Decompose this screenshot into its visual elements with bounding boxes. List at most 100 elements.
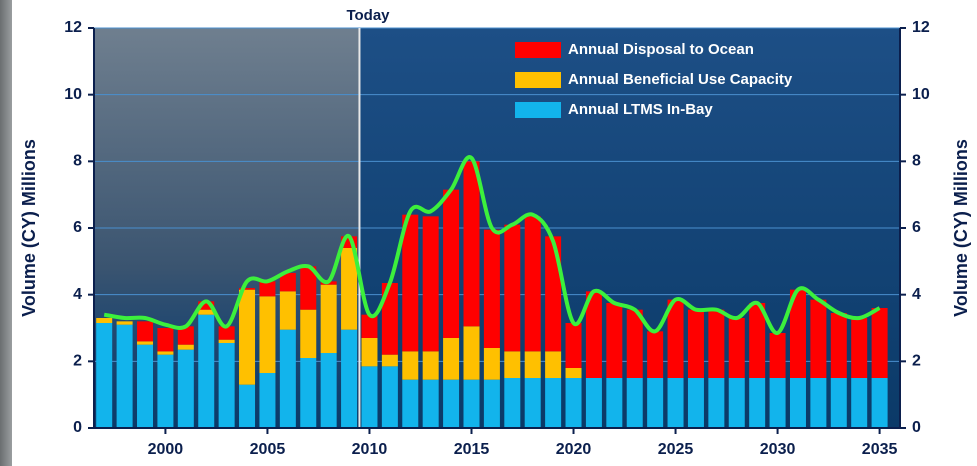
bar-segment [341, 236, 358, 248]
bar-segment [198, 309, 215, 315]
bar-segment [463, 161, 480, 327]
bar-segment [259, 373, 276, 428]
x-tick-label: 2030 [760, 441, 796, 458]
bar-segment [524, 378, 541, 428]
bar-segment [361, 314, 378, 338]
bar-segment [300, 309, 317, 358]
bar-segment [504, 351, 521, 378]
bar-segment [708, 378, 725, 428]
bar-segment [606, 378, 623, 428]
bar-segment [667, 378, 684, 428]
bar-segment [687, 378, 704, 428]
bar-segment [545, 378, 562, 428]
bar-segment [769, 333, 786, 378]
y2-tick-label: 2 [912, 353, 921, 370]
bar-segment [830, 313, 847, 378]
bar-segment [443, 338, 460, 380]
bar-segment [279, 329, 296, 428]
bar-segment [483, 348, 500, 380]
bar-segment [361, 338, 378, 367]
bar-segment [749, 378, 766, 428]
bar-segment [749, 303, 766, 378]
bar-segment [218, 343, 235, 428]
bar-segment [96, 323, 113, 428]
bar-segment [647, 331, 664, 378]
bar-segment [728, 318, 745, 378]
bar-segment [545, 351, 562, 378]
legend-label: Annual LTMS In-Bay [568, 101, 713, 118]
legend-swatch [515, 102, 561, 118]
bar-segment [198, 314, 215, 428]
bar-segment [810, 299, 827, 378]
bar-segment [647, 378, 664, 428]
legend-label: Annual Beneficial Use Capacity [568, 71, 793, 88]
bar-segment [851, 378, 868, 428]
bar-segment [422, 379, 439, 428]
bar-segment [361, 366, 378, 428]
legend-swatch [515, 42, 561, 58]
bar-segment [687, 309, 704, 378]
bar-segment [565, 323, 582, 368]
bar-segment [708, 309, 725, 378]
bar-segment [239, 289, 256, 385]
annotation: Today [346, 7, 390, 24]
legend-swatch [515, 72, 561, 88]
bar-segment [463, 326, 480, 380]
x-tick-label: 2005 [250, 441, 286, 458]
y-tick-label: 6 [73, 219, 82, 236]
bar-segment [177, 349, 194, 428]
bar-segment [239, 384, 256, 428]
bar-segment [279, 291, 296, 330]
y2-axis-label: Volume (CY) Millions [951, 139, 971, 317]
bar-segment [300, 266, 317, 310]
bar-segment [422, 351, 439, 380]
bar-segment [381, 283, 398, 355]
bar-segment [422, 216, 439, 352]
y-tick-label: 0 [73, 419, 82, 436]
bar-segment [524, 216, 541, 352]
bar-segment [851, 318, 868, 378]
bar-segment [871, 308, 888, 378]
bar-segment [545, 236, 562, 352]
y-tick-label: 2 [73, 353, 82, 370]
y2-tick-label: 10 [912, 86, 930, 103]
bar-segment [443, 189, 460, 338]
bar-segment [157, 328, 174, 352]
bar-segment [177, 326, 194, 345]
bar-segment [402, 379, 419, 428]
bar-segment [585, 378, 602, 428]
bar-segment [137, 341, 154, 345]
bar-segment [341, 329, 358, 428]
bar-segment [504, 224, 521, 352]
bar-segment [320, 353, 337, 428]
bar-segment [96, 318, 113, 323]
y-tick-label: 10 [64, 86, 82, 103]
bar-segment [137, 321, 154, 342]
bar-segment [218, 339, 235, 343]
legend-label: Annual Disposal to Ocean [568, 41, 754, 58]
bar-segment [300, 358, 317, 428]
bar-segment [218, 326, 235, 340]
bar-segment [504, 378, 521, 428]
x-tick-label: 2000 [148, 441, 184, 458]
bar-segment [667, 299, 684, 378]
bar-segment [320, 284, 337, 353]
total-line [103, 155, 881, 335]
bar-segment [626, 309, 643, 378]
bar-segment [116, 324, 133, 428]
y2-tick-label: 12 [912, 19, 930, 36]
side-strip [0, 0, 12, 466]
bar-segment [585, 291, 602, 378]
y2-tick-label: 0 [912, 419, 921, 436]
bar-segment [402, 351, 419, 380]
bar-segment [565, 368, 582, 378]
bar-segment [157, 351, 174, 355]
bar-segment [341, 248, 358, 330]
bar-segment [279, 273, 296, 292]
bar-segment [381, 354, 398, 367]
bar-segment [137, 344, 154, 428]
x-tick-label: 2015 [454, 441, 490, 458]
bar-segment [565, 378, 582, 428]
bar-segment [259, 296, 276, 373]
